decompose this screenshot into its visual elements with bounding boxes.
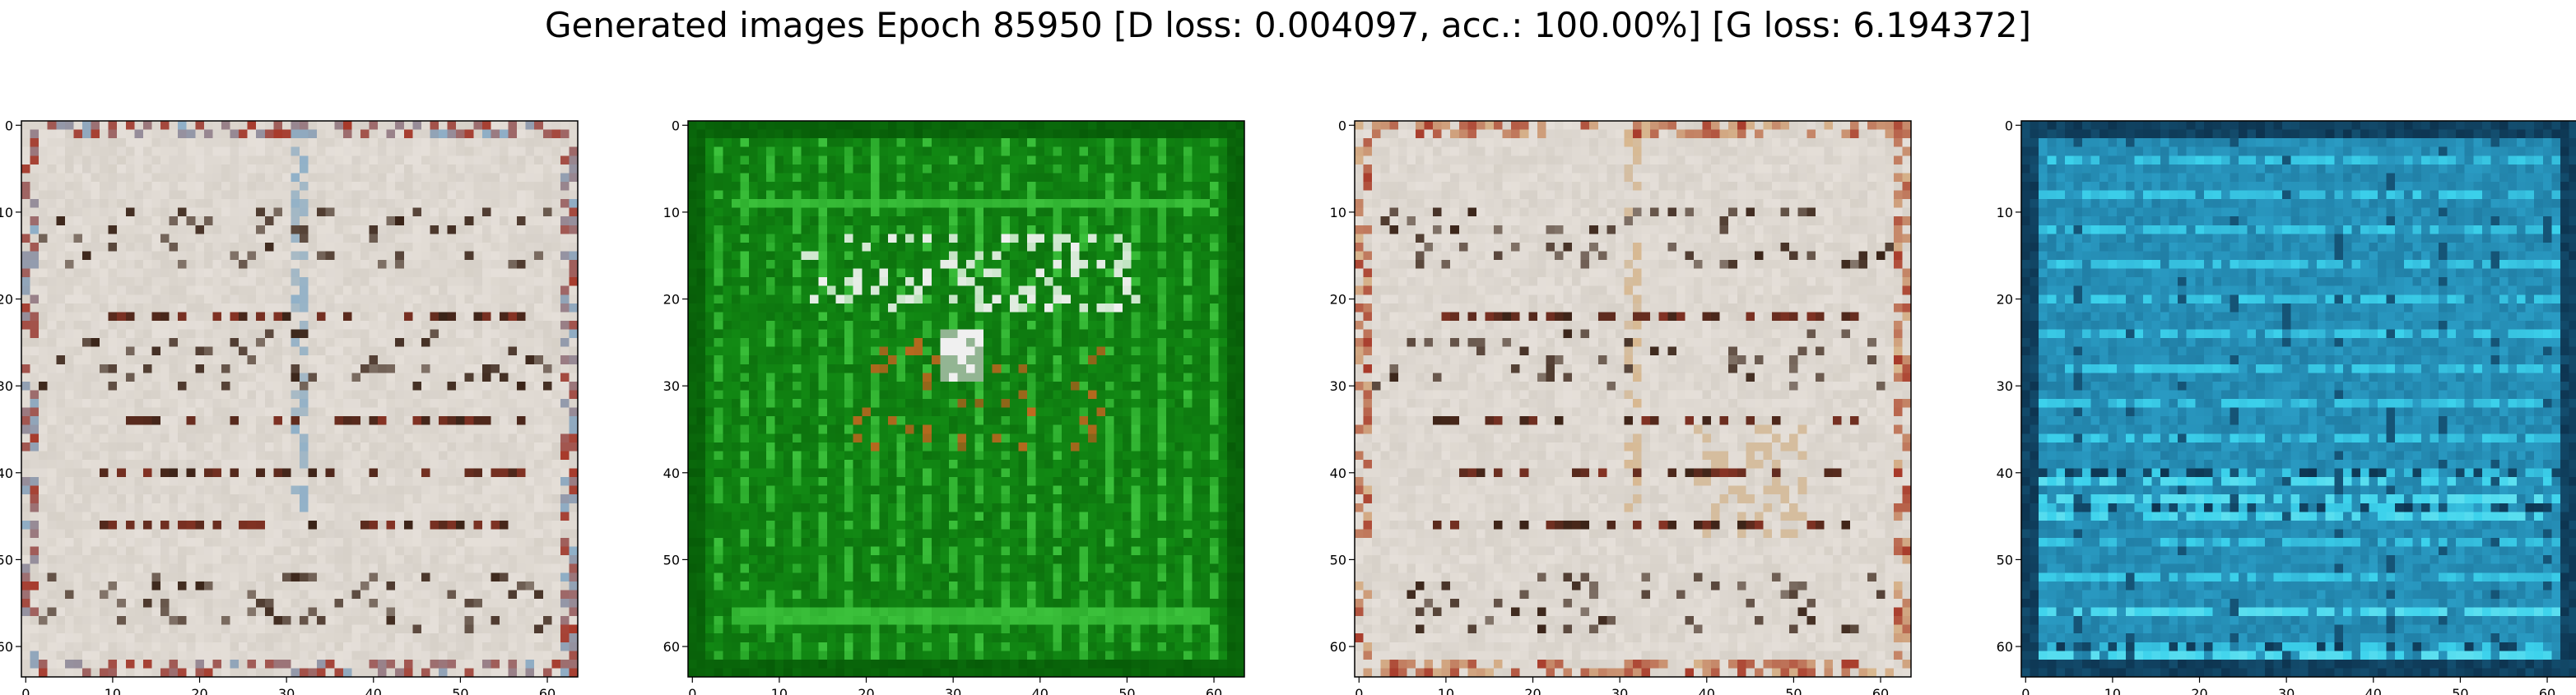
y-tick-label: 50 (1330, 552, 1346, 568)
y-tick-label: 10 (1997, 205, 2013, 220)
y-tick-label: 0 (672, 118, 680, 133)
y-tick-label: 20 (0, 292, 13, 308)
y-tick-label: 0 (5, 118, 13, 133)
y-tick-label: 30 (663, 378, 680, 394)
axes-frame-4 (2020, 120, 2576, 678)
x-tick-label: 20 (191, 686, 207, 695)
image-panel-3: 0 10 20 30 40 50 60 0 10 20 30 40 50 60 (1330, 118, 1912, 695)
y-tick-label: 40 (1997, 466, 2013, 481)
y-tick-label: 50 (0, 552, 13, 568)
y-tick-label: 10 (663, 205, 680, 220)
x-tick-label: 60 (539, 686, 556, 695)
axes-frame-1 (21, 120, 579, 678)
figure-title: Generated images Epoch 85950 [D loss: 0.… (544, 5, 2032, 45)
y-tick-label: 50 (1997, 552, 2013, 568)
y-tick-label: 0 (1338, 118, 1346, 133)
x-tick-label: 50 (1118, 686, 1135, 695)
axes-frame-2 (687, 120, 1245, 678)
y-tick-label: 60 (0, 639, 13, 655)
x-tick-label: 60 (1872, 686, 1889, 695)
x-tick-label: 20 (1524, 686, 1541, 695)
y-tick-label: 30 (0, 378, 13, 394)
y-tick-label: 10 (0, 205, 13, 220)
x-tick-label: 10 (105, 686, 121, 695)
image-panel-2: 0 10 20 30 40 50 60 0 10 20 30 40 50 60 (663, 118, 1245, 695)
y-tick-label: 20 (1997, 292, 2013, 308)
axes-frame-3 (1354, 120, 1912, 678)
y-tick-label: 20 (1330, 292, 1346, 308)
x-tick-label: 60 (1206, 686, 1222, 695)
x-tick-label: 30 (2278, 686, 2295, 695)
image-panel-1: 0 10 20 30 40 50 60 0 10 20 30 40 50 60 (0, 118, 579, 695)
x-tick-label: 40 (1699, 686, 1715, 695)
heatmap-image-3 (1355, 121, 1912, 678)
x-tick-label: 0 (688, 686, 696, 695)
x-tick-label: 0 (21, 686, 30, 695)
heatmap-image-4 (2021, 121, 2576, 678)
x-tick-label: 10 (1438, 686, 1454, 695)
x-tick-label: 40 (2365, 686, 2382, 695)
y-tick-label: 40 (663, 466, 680, 481)
y-tick-label: 60 (663, 639, 680, 655)
x-tick-label: 0 (1355, 686, 1363, 695)
y-tick-label: 0 (2005, 118, 2013, 133)
x-tick-label: 20 (858, 686, 874, 695)
y-tick-label: 20 (663, 292, 680, 308)
y-tick-label: 10 (1330, 205, 1346, 220)
x-tick-label: 60 (2539, 686, 2555, 695)
x-tick-label: 30 (945, 686, 961, 695)
x-tick-label: 30 (278, 686, 295, 695)
y-tick-label: 40 (1330, 466, 1346, 481)
y-tick-label: 60 (1330, 639, 1346, 655)
x-tick-label: 40 (365, 686, 382, 695)
x-tick-label: 20 (2191, 686, 2207, 695)
y-tick-label: 40 (0, 466, 13, 481)
x-tick-label: 10 (771, 686, 788, 695)
y-tick-label: 30 (1330, 378, 1346, 394)
heatmap-image-2 (688, 121, 1245, 678)
x-tick-label: 0 (2021, 686, 2030, 695)
x-tick-label: 40 (1032, 686, 1049, 695)
y-tick-label: 50 (663, 552, 680, 568)
x-tick-label: 30 (1611, 686, 1628, 695)
x-tick-label: 50 (1785, 686, 1802, 695)
heatmap-image-1 (21, 121, 579, 678)
y-tick-label: 60 (1997, 639, 2013, 655)
x-tick-label: 50 (2452, 686, 2468, 695)
x-tick-label: 50 (452, 686, 468, 695)
y-tick-label: 30 (1997, 378, 2013, 394)
image-panel-4: 0 10 20 30 40 50 60 0 10 20 30 40 50 60 (1997, 118, 2576, 695)
x-tick-label: 10 (2104, 686, 2121, 695)
